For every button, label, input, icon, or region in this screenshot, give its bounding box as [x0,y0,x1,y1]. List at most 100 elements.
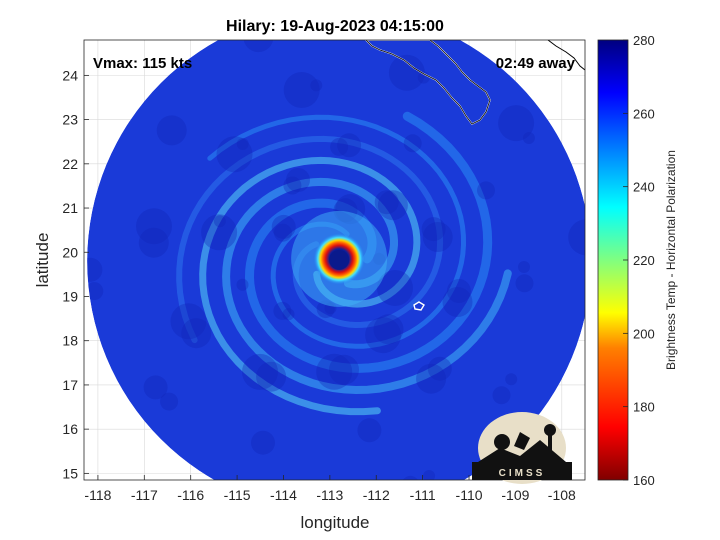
cloud-patch [283,176,302,195]
cloud-patch [282,308,295,321]
cimss-logo: CIMSS [472,412,572,484]
cloud-patch [213,215,226,228]
cloud-patch [374,190,399,215]
axes-box [83,39,586,481]
cloud-patch [310,79,323,92]
cloud-patch [136,208,172,245]
colorbar-tick-label: 160 [633,473,655,488]
colorbar-tick-label: 280 [633,33,655,48]
cloud-patch [423,470,436,480]
cloud-patch [330,137,349,156]
microwave-swath [87,40,585,480]
cloud-patch [505,373,518,386]
cloud-patch [273,223,292,242]
colorbar-ticks: 160 180 200 220 240 260 280 [623,33,655,488]
x-tick-label: -112 [363,487,390,503]
cloud-patch [273,301,292,320]
colorbar-tick-label: 220 [633,253,655,268]
cloud-patch [365,317,402,354]
y-tick-label: 15 [62,465,78,481]
cloud-patch [201,214,238,251]
colorbar-label: Brightness Temp - Horizontal Polarizatio… [664,150,678,370]
x-tick-label: -111 [410,487,436,503]
cloud-patch [286,168,310,192]
rain-band [176,135,444,344]
rain-band [207,114,467,349]
x-tick-label: -108 [548,487,576,503]
y-axis-label: latitude [33,233,52,288]
colorbar-tick-label: 200 [633,326,655,341]
cloud-patch [242,353,278,390]
cloud-patch [256,361,287,392]
island-outline [413,301,425,311]
eye [329,249,350,270]
cloud-patch [568,219,585,256]
x-axis: -118 -117 -116 -115 -114 -113 -112 -111 -110 -109… [84,475,576,503]
cloud-patch [498,105,535,142]
cloud-patch [216,136,253,173]
x-tick-label: -110 [456,487,483,503]
cloud-patch [337,133,362,158]
colorbar-tick-label: 260 [633,106,655,121]
cloud-patch [271,214,296,239]
cloud-patch [236,138,249,150]
y-tick-label: 17 [62,377,78,393]
chart-title: Hilary: 19-Aug-2023 04:15:00 [226,18,444,35]
cloud-patch [87,282,104,301]
cloud-patch [160,392,179,411]
cimss-logo-text: CIMSS [499,468,546,479]
cloud-patch [427,356,452,381]
cloud-patch [422,222,453,252]
y-tick-label: 16 [62,421,78,437]
y-tick-label: 23 [62,112,78,128]
cloud-patch [388,54,425,91]
x-tick-label: -115 [224,487,251,503]
cloud-patch [522,132,535,144]
cloud-patch [329,354,359,385]
y-tick-label: 21 [62,200,78,216]
cloud-patch [243,40,274,53]
coastline-shadow [365,40,491,125]
cloud-patch [181,318,212,349]
cloud-patch [416,363,447,394]
colorbar: 160 180 200 220 240 260 280 Brightness Temp - … [597,33,678,488]
cloud-patch [403,134,422,153]
cloud-patch [421,217,446,242]
rain-band [222,177,512,395]
cloud-patch [377,190,408,221]
y-axis: 15 16 17 18 19 20 21 22 23 24 [62,67,89,481]
x-tick-label: -116 [177,487,204,503]
cloud-patch [373,314,404,345]
cloud-patch [477,181,495,200]
cloud-patch [518,261,530,273]
cloud-patch [377,270,413,306]
cloud-patch [442,287,473,317]
colorbar-tick-label: 180 [633,400,655,415]
cloud-patch [87,257,103,282]
y-tick-label: 19 [62,288,78,304]
time-away-annotation: 02:49 away [496,55,576,72]
cloud-patch [283,72,320,108]
x-tick-label: -109 [501,487,529,503]
colorbar-tick-label: 240 [633,180,655,195]
cloud-patch [143,375,168,400]
y-tick-label: 22 [62,156,78,172]
cloud-patch [515,274,534,293]
coastline-mainland [547,40,585,71]
x-tick-label: -118 [84,487,111,503]
x-tick-label: -113 [316,487,343,503]
cloud-patch [156,115,187,146]
x-axis-label: longitude [300,513,369,532]
vmax-annotation: Vmax: 115 kts [93,55,192,72]
cloud-patch [170,303,207,340]
cloud-patch [446,279,471,303]
cloud-patch [251,430,275,455]
x-tick-label: -114 [270,487,297,503]
cloud-patch [316,353,353,390]
cloud-patch [138,227,169,258]
cloud-patch [236,278,249,291]
y-tick-label: 18 [62,333,78,349]
cloud-patch [492,386,511,405]
y-tick-label: 24 [62,67,78,83]
